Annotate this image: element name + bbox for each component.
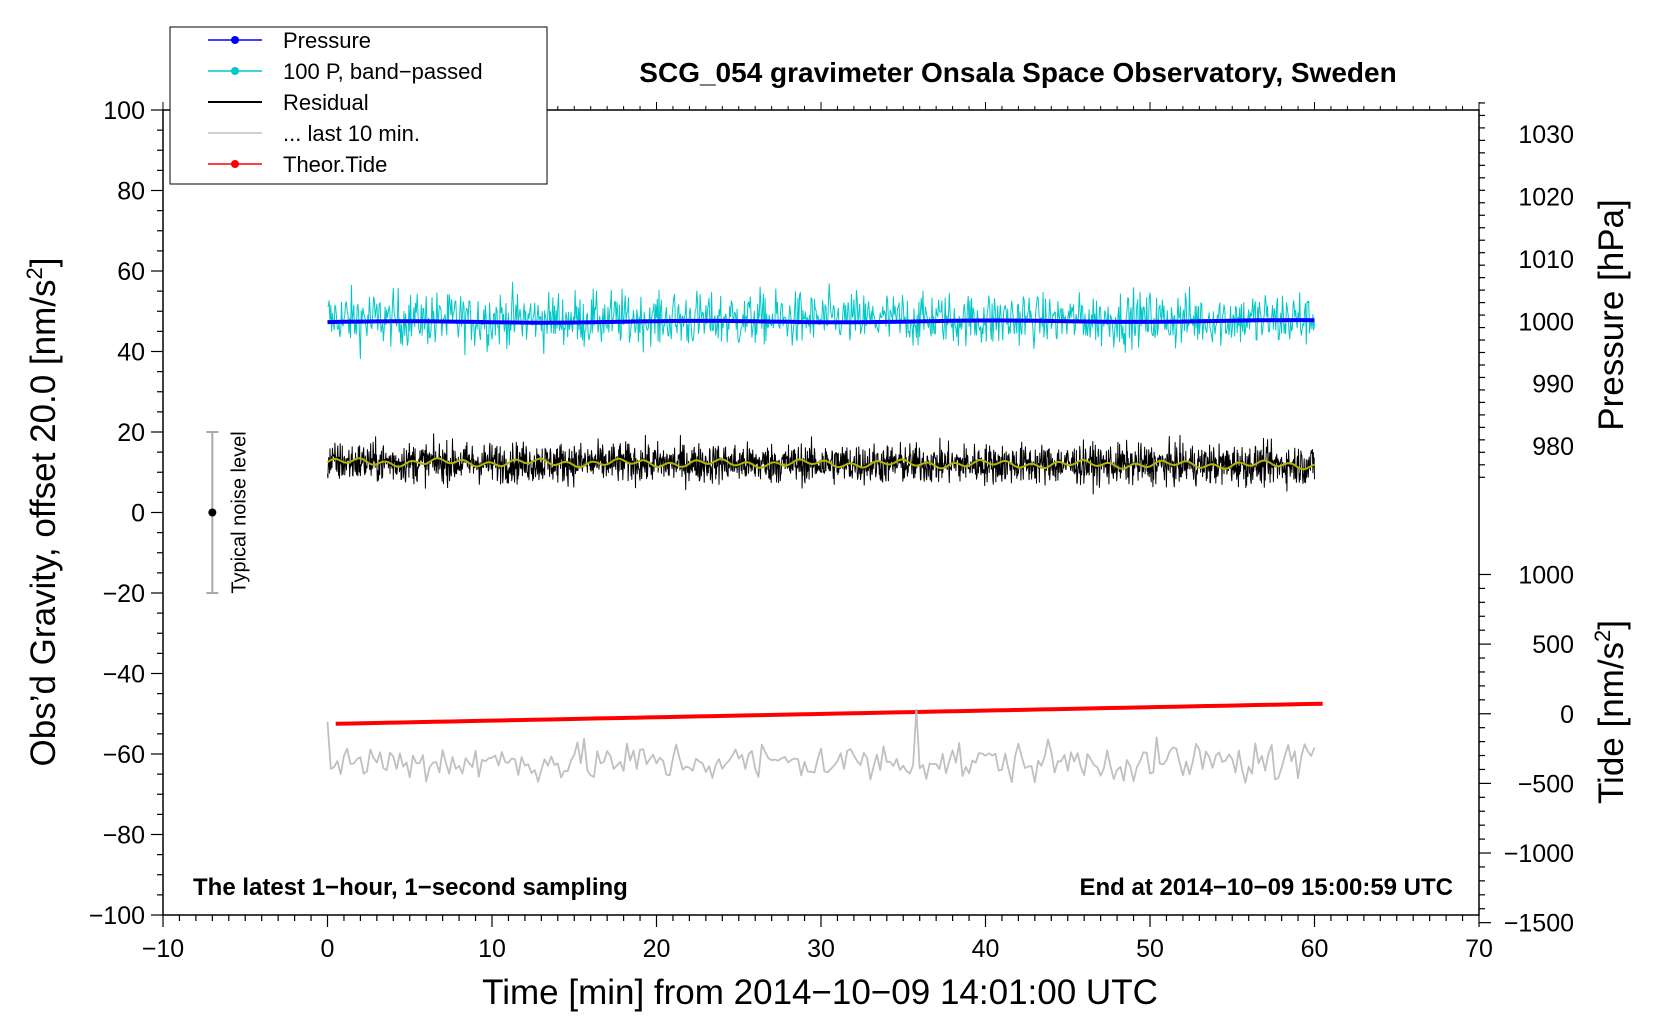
legend-label: ... last 10 min. xyxy=(283,121,420,146)
x-tick-label: 40 xyxy=(972,935,1000,963)
residual-line xyxy=(327,433,1315,495)
x-tick-label: 50 xyxy=(1136,935,1164,963)
y-tick-label: 20 xyxy=(117,419,145,447)
legend-marker xyxy=(231,67,239,75)
tide-tick-label: −1000 xyxy=(1504,840,1574,868)
y-axis-label-pressure: Pressure [hPa] xyxy=(1592,199,1631,431)
y-axis-label-left: Obs’d Gravity, offset 20.0 [nm/s2] xyxy=(22,258,63,767)
residual-smoothed-line xyxy=(326,457,1315,471)
pressure-tick-label: 980 xyxy=(1532,433,1574,461)
noise-bar: Typical noise level xyxy=(206,431,250,594)
y-tick-label: 0 xyxy=(131,500,145,528)
legend-label: 100 P, band−passed xyxy=(283,59,483,84)
pressure-tick-label: 1010 xyxy=(1518,246,1574,274)
y-axis-label-tide-end: ] xyxy=(1592,620,1631,630)
tide-tick-label: −1500 xyxy=(1504,910,1574,938)
tide-line xyxy=(335,701,1323,726)
plot-frame xyxy=(162,109,1480,916)
pressure-tick-label: 990 xyxy=(1532,371,1574,399)
x-tick-label: 0 xyxy=(321,935,335,963)
y-tick-label: 40 xyxy=(117,339,145,367)
x-tick-label: 70 xyxy=(1465,935,1493,963)
tide-tick-label: 500 xyxy=(1532,631,1574,659)
x-axis-label: Time [min] from 2014−10−09 14:01:00 UTC xyxy=(482,973,1158,1012)
x-tick-label: 30 xyxy=(807,935,835,963)
pressure-tick-label: 1000 xyxy=(1518,308,1574,336)
legend-label: Pressure xyxy=(283,28,371,53)
legend-label: Theor.Tide xyxy=(283,152,387,177)
tide-tick-label: 1000 xyxy=(1518,561,1574,589)
y-tick-label: 80 xyxy=(117,178,145,206)
axis-ticks xyxy=(151,102,1491,927)
y-tick-label: 100 xyxy=(103,97,145,125)
annotation-right: End at 2014−10−09 15:00:59 UTC xyxy=(1079,874,1453,901)
noise-bar-label: Typical noise level xyxy=(228,431,250,593)
legend: Pressure 100 P, band−passed Residual ... la… xyxy=(169,26,548,185)
pressure-tick-label: 1030 xyxy=(1518,121,1574,149)
y-axis-label-left-main: Obs’d Gravity, offset 20.0 [nm/s xyxy=(24,280,63,767)
y-axis-label-tide: Tide [nm/s2] xyxy=(1590,620,1631,804)
y-tick-label: −20 xyxy=(103,580,145,608)
x-tick-label: 60 xyxy=(1301,935,1329,963)
chart-title: SCG_054 gravimeter Onsala Space Observat… xyxy=(639,57,1396,88)
noise-bar-center-dot xyxy=(208,508,217,517)
x-tick-label: −10 xyxy=(142,935,184,963)
legend-marker xyxy=(231,36,239,44)
legend-box xyxy=(169,26,548,185)
y-tick-label: −100 xyxy=(89,902,145,930)
legend-items: Pressure 100 P, band−passed Residual ... la… xyxy=(208,28,483,177)
y-tick-label: −80 xyxy=(103,822,145,850)
y-axis-label-left-sup: 2 xyxy=(22,267,47,279)
axis-tick-labels: −10 0 10 20 30 40 50 60 70−100−80−60−40−20020406… xyxy=(89,97,1574,963)
y-tick-label: −60 xyxy=(103,741,145,769)
pressure-tick-label: 1020 xyxy=(1518,184,1574,212)
y-tick-label: 60 xyxy=(117,258,145,286)
legend-marker xyxy=(231,160,239,168)
y-axis-label-tide-main: Tide [nm/s xyxy=(1592,642,1631,804)
y-axis-label-tide-sup: 2 xyxy=(1590,630,1615,642)
tide-tick-label: 0 xyxy=(1560,701,1574,729)
annotation-left: The latest 1−hour, 1−second sampling xyxy=(193,874,628,901)
data-series xyxy=(326,281,1323,784)
y-tick-label: −40 xyxy=(103,661,145,689)
y-axis-label-left-end: ] xyxy=(24,258,63,268)
x-tick-label: 10 xyxy=(478,935,506,963)
legend-label: Residual xyxy=(283,90,369,115)
pressure-line xyxy=(327,318,1315,325)
tide-tick-label: −500 xyxy=(1518,770,1574,798)
last-10-min-line xyxy=(326,708,1316,784)
x-tick-label: 20 xyxy=(643,935,671,963)
